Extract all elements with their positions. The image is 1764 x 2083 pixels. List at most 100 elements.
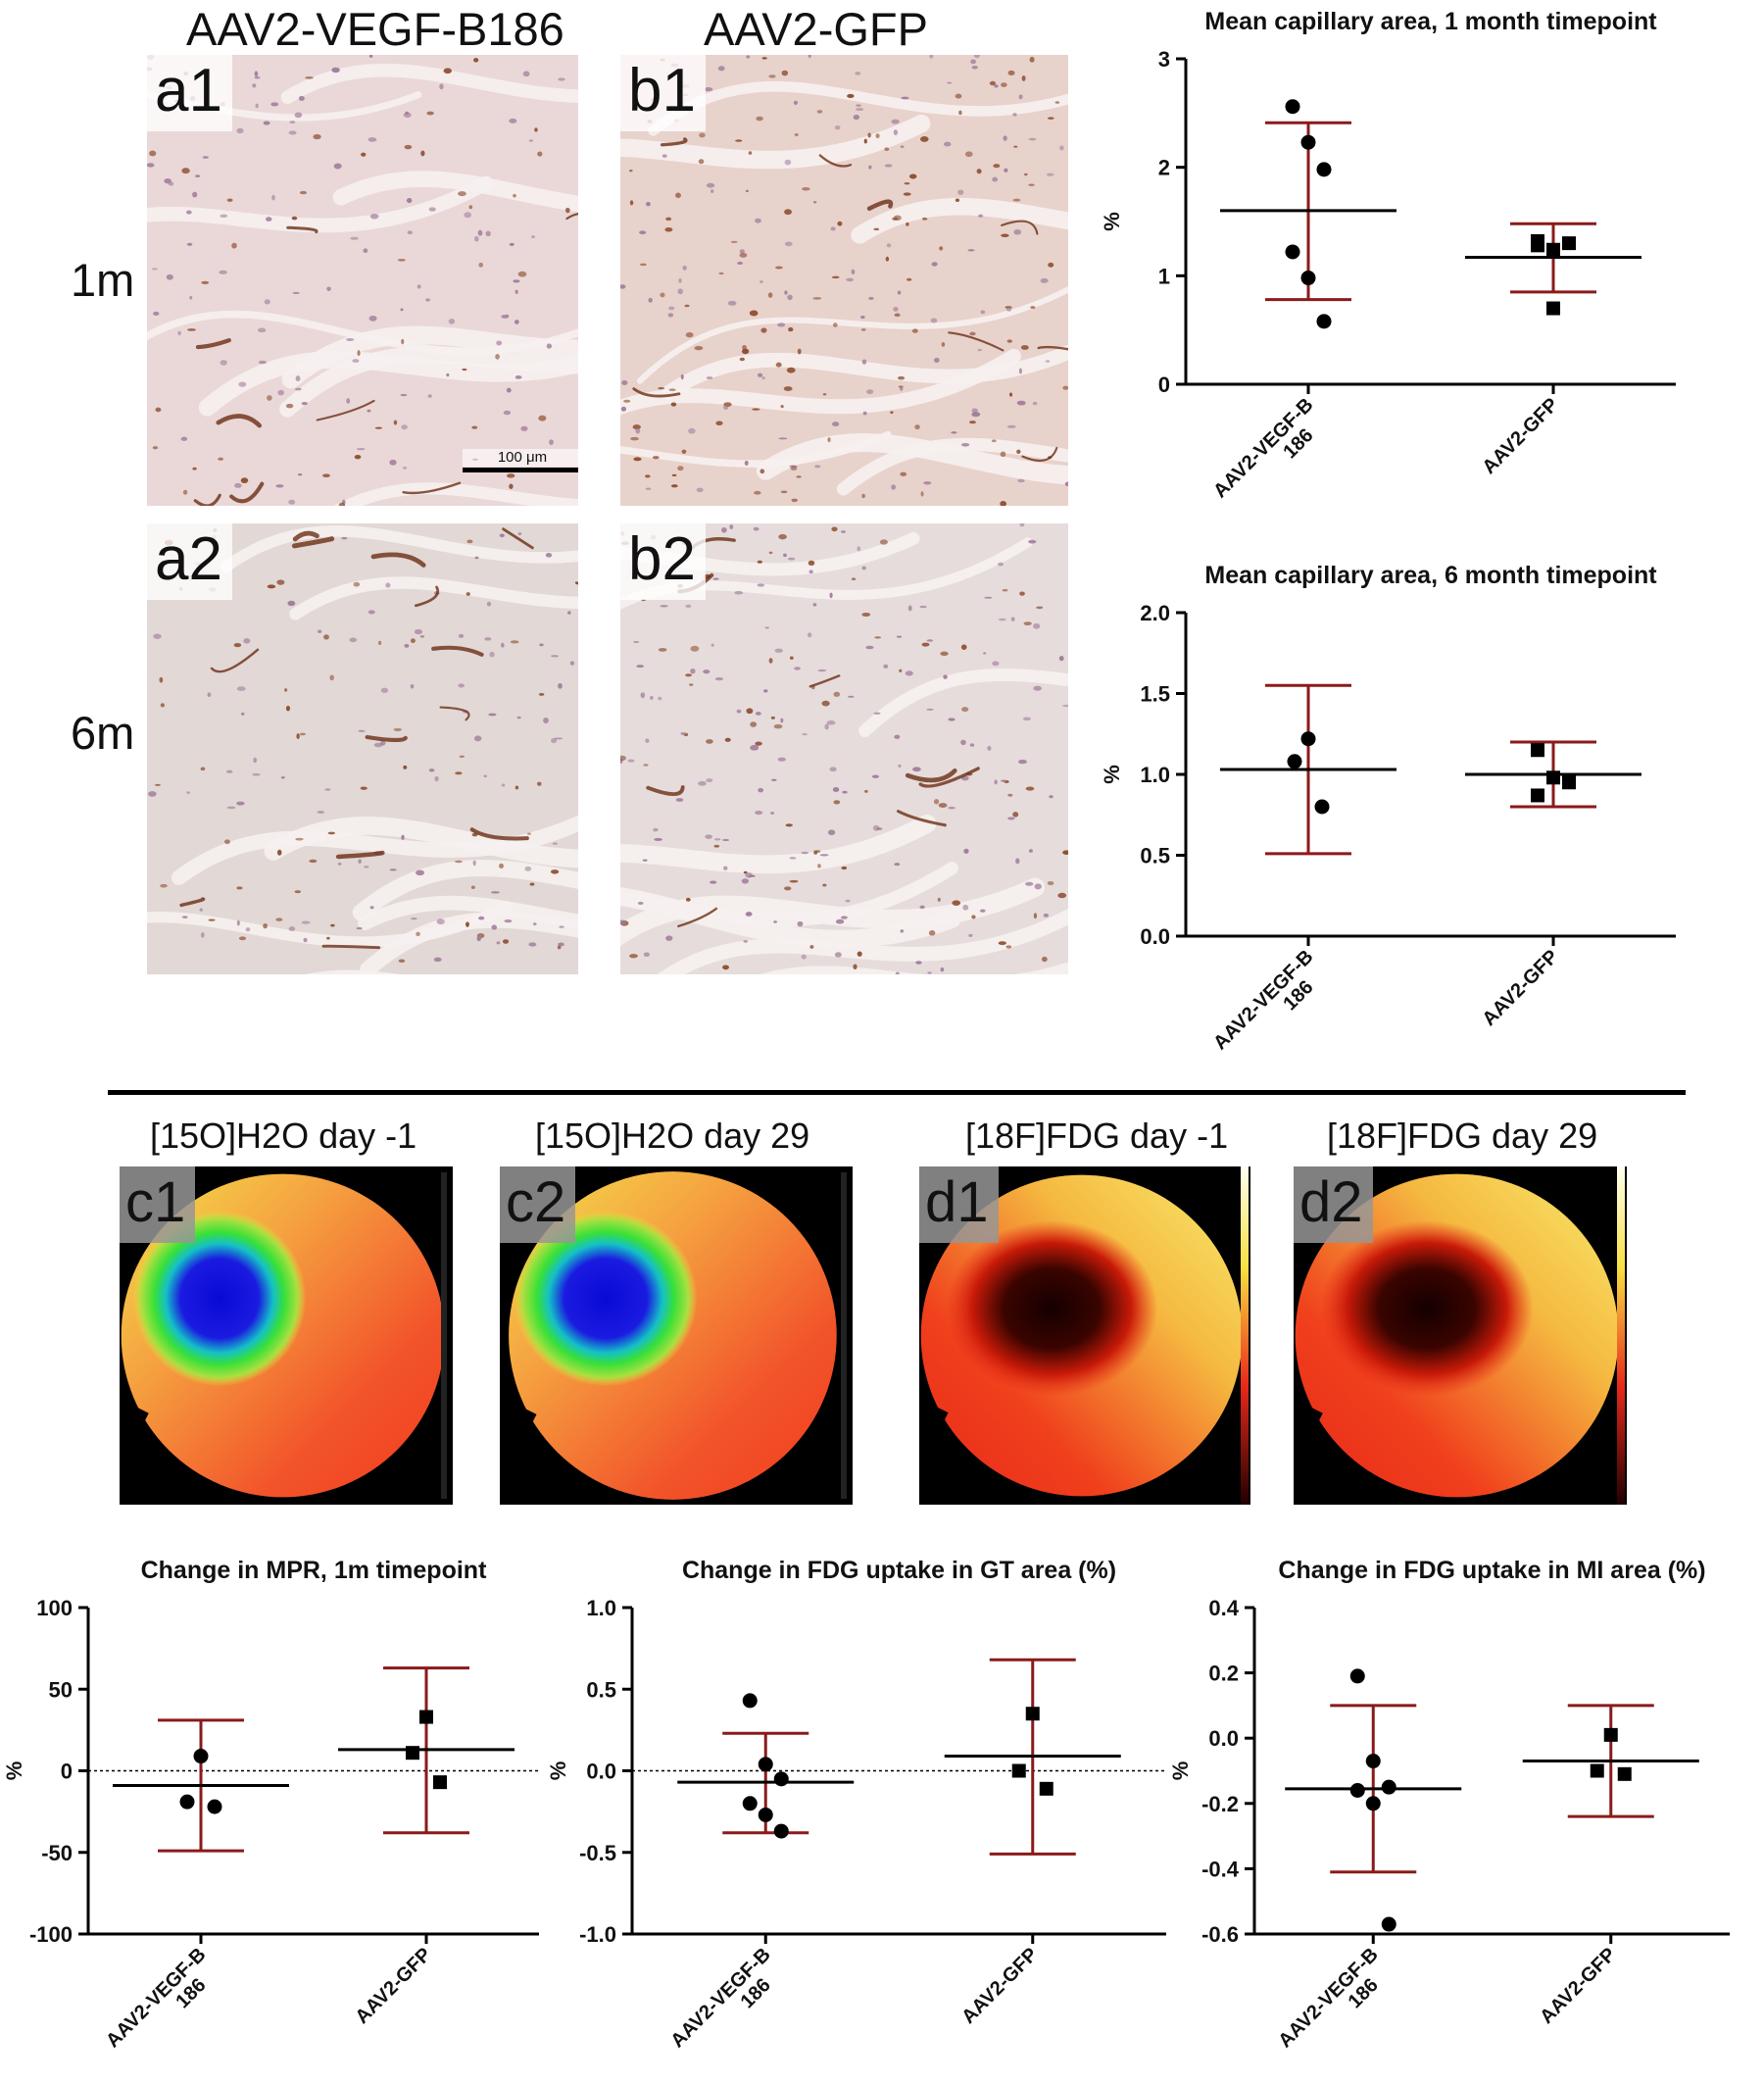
- panel-label-a1: a1: [147, 55, 232, 131]
- data-point: [1349, 1668, 1365, 1684]
- histology-panel-b2: b2: [620, 523, 1068, 974]
- x-tick-label: AAV2-GFP: [352, 1944, 436, 2028]
- row-label-6m: 6m: [71, 707, 135, 759]
- chart-title: Mean capillary area, 6 month timepoint: [1204, 562, 1657, 589]
- y-tick-label: -0.4: [1201, 1857, 1240, 1881]
- scale-bar-label: 100 μm: [463, 449, 578, 467]
- data-point: [1285, 244, 1300, 260]
- histology-panel-b1: b1: [620, 55, 1068, 506]
- data-point: [1562, 775, 1576, 790]
- data-point: [1300, 731, 1316, 747]
- data-point: [1590, 1763, 1604, 1778]
- chart-title: Change in FDG uptake in GT area (%): [682, 1557, 1116, 1584]
- chart-fdg-gt: Change in FDG uptake in GT area (%)% -1.0…: [546, 1529, 1186, 2083]
- y-tick-label: -0.2: [1201, 1792, 1239, 1816]
- histology-panel-a1: a1 100 μm: [147, 55, 578, 506]
- y-tick-label: 0.4: [1208, 1596, 1239, 1620]
- data-point: [1349, 1782, 1365, 1798]
- column-label-vegf: AAV2-VEGF-B186: [186, 3, 564, 55]
- y-tick-label: 1.0: [586, 1596, 616, 1620]
- data-point: [758, 1807, 773, 1822]
- chart-mpr-1m: Change in MPR, 1m timepoint% -100 -50 0 50 10…: [0, 1529, 588, 2083]
- data-point: [773, 1771, 789, 1787]
- y-tick-label: -100: [29, 1922, 73, 1947]
- x-tick-label: AAV2-GFP: [957, 1944, 1042, 2028]
- data-point: [179, 1794, 195, 1810]
- data-point: [1546, 242, 1560, 257]
- y-tick-label: 100: [36, 1596, 73, 1620]
- y-tick-label: 0.2: [1208, 1661, 1239, 1686]
- data-point: [1287, 754, 1302, 769]
- y-tick-label: 3: [1158, 47, 1170, 72]
- data-point: [1300, 134, 1316, 150]
- y-axis-label: %: [2, 1761, 26, 1781]
- data-point: [758, 1757, 773, 1772]
- data-point: [1316, 162, 1332, 177]
- pet-image-d1: d1: [919, 1166, 1250, 1505]
- pet-label-d2: d2: [1294, 1166, 1373, 1243]
- y-tick-label: -50: [41, 1841, 73, 1865]
- chart-capillary-1m: Mean capillary area, 1 month timepoint% 0…: [1098, 0, 1764, 544]
- y-tick-label: 0.5: [586, 1677, 616, 1702]
- data-point: [1314, 799, 1330, 815]
- data-point: [1381, 1916, 1396, 1932]
- data-point: [419, 1710, 433, 1724]
- y-tick-label: 0: [61, 1760, 73, 1784]
- x-tick-label: AAV2-VEGF-B186: [666, 1944, 790, 2067]
- data-point: [742, 1796, 758, 1811]
- pet-image-d2: d2: [1294, 1166, 1627, 1505]
- panel-label-b1: b1: [620, 55, 706, 131]
- x-tick-label: AAV2-VEGF-B186: [102, 1944, 225, 2067]
- scale-bar: 100 μm: [463, 449, 578, 474]
- histology-panel-a2: a2: [147, 523, 578, 974]
- panel-label-a2: a2: [147, 523, 232, 600]
- data-point: [773, 1823, 789, 1839]
- x-tick-label: AAV2-VEGF-B186: [1209, 946, 1333, 1069]
- data-point: [406, 1746, 419, 1761]
- data-point: [433, 1775, 447, 1790]
- data-point: [1546, 770, 1560, 785]
- panel-label-b2: b2: [620, 523, 706, 600]
- x-tick-label: AAV2-GFP: [1479, 394, 1563, 478]
- section-divider: [108, 1090, 1686, 1095]
- data-point: [207, 1799, 222, 1814]
- pet-title-d1: [18F]FDG day -1: [965, 1116, 1229, 1156]
- data-point: [193, 1749, 209, 1764]
- y-tick-label: 2.0: [1140, 601, 1170, 625]
- data-point: [1365, 1796, 1381, 1811]
- data-point: [1381, 1779, 1396, 1795]
- y-tick-label: 1.0: [1140, 763, 1170, 787]
- row-label-1m: 1m: [71, 254, 135, 306]
- chart-fdg-mi: Change in FDG uptake in MI area (%)% -0.6…: [1168, 1529, 1764, 2083]
- y-tick-label: -0.5: [579, 1841, 616, 1865]
- data-point: [1365, 1754, 1381, 1769]
- data-point: [742, 1693, 758, 1709]
- data-point: [1300, 271, 1316, 286]
- data-point: [1531, 743, 1544, 758]
- y-tick-label: 0.0: [1208, 1726, 1239, 1751]
- y-tick-label: -0.6: [1201, 1922, 1239, 1947]
- pet-image-c1: c1: [120, 1166, 453, 1505]
- pet-title-c1: [15O]H2O day -1: [150, 1116, 417, 1156]
- y-axis-label: %: [1168, 1761, 1193, 1781]
- data-point: [1011, 1763, 1026, 1778]
- data-point: [1025, 1707, 1040, 1721]
- pet-image-c2: c2: [500, 1166, 853, 1505]
- data-point: [1531, 238, 1544, 253]
- pet-label-c2: c2: [500, 1166, 576, 1243]
- y-axis-label: %: [1100, 212, 1124, 231]
- y-axis-label: %: [1100, 765, 1124, 784]
- y-tick-label: 1: [1158, 264, 1170, 288]
- y-tick-label: 0: [1158, 372, 1170, 397]
- data-point: [1531, 788, 1544, 803]
- data-point: [1617, 1766, 1632, 1781]
- x-tick-label: AAV2-VEGF-B186: [1274, 1944, 1397, 2067]
- y-tick-label: 1.5: [1140, 682, 1170, 707]
- chart-capillary-6m: Mean capillary area, 6 month timepoint% 0…: [1098, 549, 1764, 1078]
- y-tick-label: 0.5: [1140, 844, 1170, 868]
- data-point: [1285, 99, 1300, 115]
- y-tick-label: 50: [49, 1677, 73, 1702]
- chart-title: Change in MPR, 1m timepoint: [141, 1557, 487, 1584]
- y-tick-label: 2: [1158, 156, 1170, 180]
- pet-title-c2: [15O]H2O day 29: [535, 1116, 810, 1156]
